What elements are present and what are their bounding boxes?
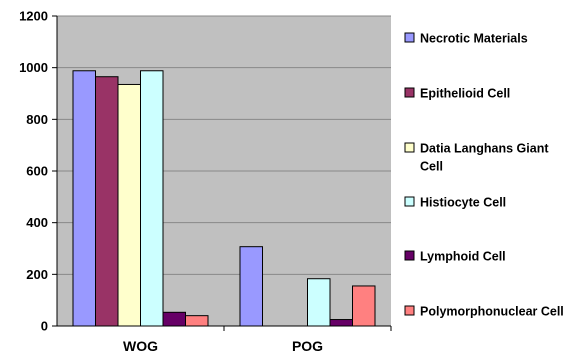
- x-axis-labels: WOG POG: [123, 326, 392, 354]
- legend-swatch: [404, 196, 415, 207]
- y-tick-label: 400: [26, 215, 48, 230]
- bar-lymphoid-cell-wog: [162, 311, 186, 327]
- bar-datia-langhans-giant-cell-wog: [117, 83, 141, 327]
- legend-swatch: [404, 250, 415, 261]
- x-category-label: WOG: [123, 338, 158, 354]
- legend-label: Lymphoid Cell: [420, 250, 506, 264]
- y-tick-label: 1200: [19, 9, 48, 24]
- y-tick-label: 600: [26, 164, 48, 179]
- bar-polymorphonuclear-cell-wog: [185, 315, 209, 327]
- y-tick-label: 0: [41, 319, 48, 334]
- legend-swatch: [404, 142, 415, 153]
- bar-epithelioid-cell-wog: [95, 76, 119, 327]
- bar-histiocyte-cell-wog: [140, 70, 164, 327]
- x-category-label: POG: [292, 338, 323, 354]
- bars: [72, 70, 376, 327]
- legend-label: Polymorphonuclear Cell: [420, 305, 564, 319]
- legend-label: Epithelioid Cell: [420, 87, 510, 101]
- legend-label: Necrotic Materials: [420, 32, 528, 46]
- bar-necrotic-materials-pog: [239, 246, 263, 327]
- legend-label: Cell: [420, 160, 443, 174]
- legend-swatch: [404, 32, 415, 43]
- legend-label: Histiocyte Cell: [420, 196, 506, 210]
- legend: Necrotic Materials Epithelioid Cell Datia …: [404, 32, 564, 319]
- y-tick-label: 800: [26, 112, 48, 127]
- bar-lymphoid-cell-pog: [329, 319, 353, 327]
- legend-swatch: [404, 305, 415, 316]
- bar-necrotic-materials-wog: [72, 70, 96, 327]
- bar-histiocyte-cell-pog: [307, 278, 331, 327]
- y-tick-label: 200: [26, 267, 48, 282]
- y-axis-ticks: 0 200 400 600 800 1000 1200: [19, 9, 57, 334]
- legend-swatch: [404, 87, 415, 98]
- bar-polymorphonuclear-cell-pog: [352, 285, 376, 327]
- legend-label: Datia Langhans Giant: [420, 142, 549, 156]
- y-tick-label: 1000: [19, 60, 48, 75]
